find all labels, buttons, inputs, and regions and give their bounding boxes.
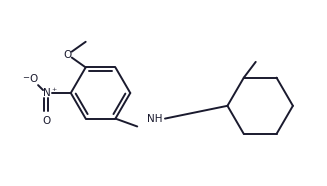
Text: −: − [22, 73, 29, 82]
Text: NH: NH [147, 114, 163, 124]
Text: O: O [64, 50, 72, 60]
Text: +: + [51, 86, 56, 92]
Text: O: O [29, 74, 37, 84]
Text: N: N [43, 88, 51, 98]
Text: O: O [42, 116, 50, 126]
